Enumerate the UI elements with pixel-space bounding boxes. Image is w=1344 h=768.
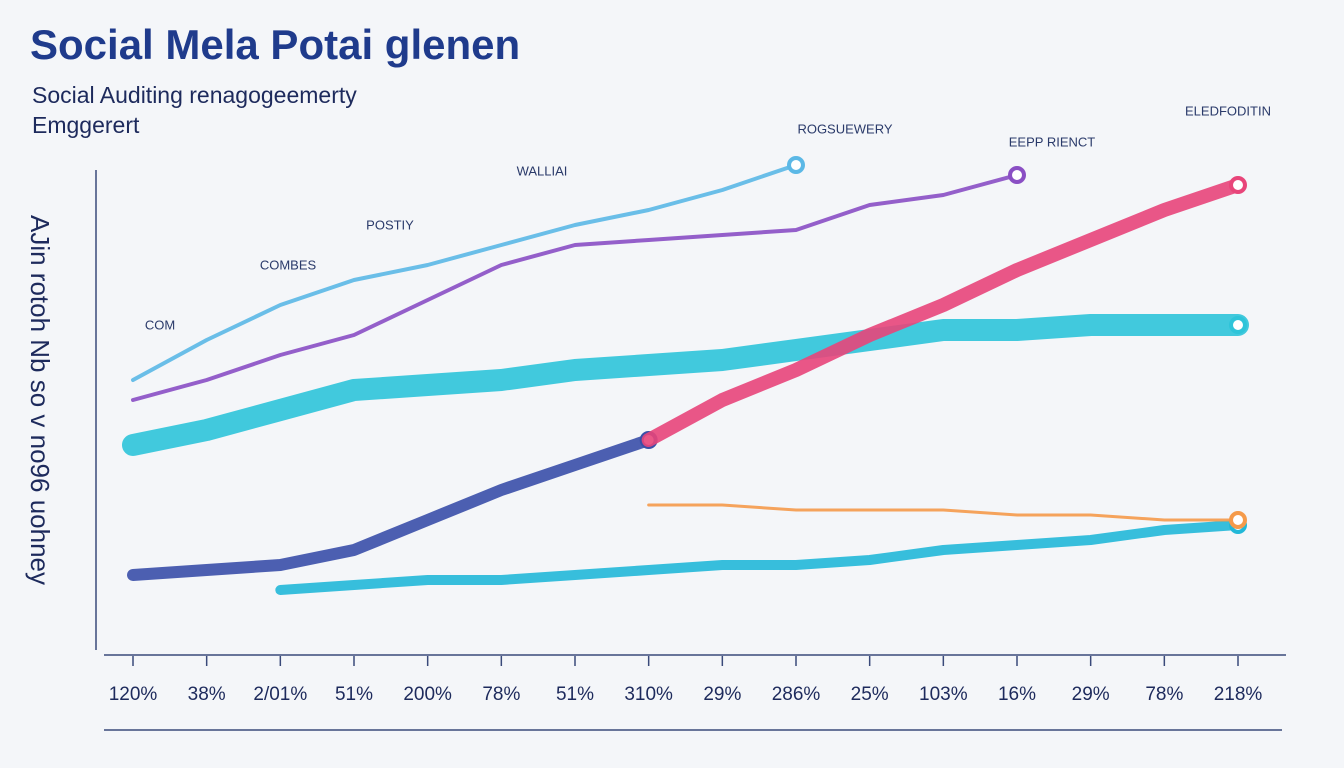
series-marker xyxy=(1229,511,1247,529)
x-tick-label: 38% xyxy=(188,684,226,705)
series-line xyxy=(127,434,655,581)
x-tick-label: 200% xyxy=(403,684,452,705)
x-tick-label: 16% xyxy=(998,684,1036,705)
x-tick-label: 103% xyxy=(919,684,968,705)
x-tick-label: 29% xyxy=(1072,684,1110,705)
annotation: WALLIAI xyxy=(517,163,568,178)
series-line xyxy=(131,163,798,382)
x-tick-label: 25% xyxy=(851,684,889,705)
annotation: ELEDFODITIN xyxy=(1185,103,1271,118)
chart-subtitle: Social Auditing renagogeemerty xyxy=(32,82,357,108)
x-tick-label: 120% xyxy=(109,684,158,705)
chart-subtitle: Emggerert xyxy=(32,112,140,138)
series-line xyxy=(641,178,1245,447)
annotation: COMBES xyxy=(260,257,317,272)
x-tick-label: 51% xyxy=(556,684,594,705)
series-line xyxy=(275,520,1243,595)
series-line xyxy=(647,503,1240,522)
y-axis-label: AJin rotoh Nb so v no96 uohney xyxy=(25,215,55,585)
series-marker xyxy=(1229,316,1247,334)
series-line xyxy=(131,173,1019,402)
annotation: COM xyxy=(145,317,175,332)
chart-title: Social Mela Potai glenen xyxy=(30,21,520,68)
x-tick-label: 2/01% xyxy=(253,684,307,705)
x-tick-label: 78% xyxy=(1145,684,1183,705)
series-marker xyxy=(1229,176,1247,194)
annotation: ROGSUEWERY xyxy=(797,121,892,136)
x-tick-label: 29% xyxy=(703,684,741,705)
x-tick-label: 78% xyxy=(482,684,520,705)
x-tick-label: 310% xyxy=(624,684,673,705)
series-marker xyxy=(1008,166,1026,184)
series-marker xyxy=(787,156,805,174)
annotation: POSTIY xyxy=(366,217,414,232)
x-tick-label: 286% xyxy=(772,684,821,705)
x-tick-label: 51% xyxy=(335,684,373,705)
x-tick-label: 218% xyxy=(1214,684,1263,705)
series-line xyxy=(122,314,1249,456)
annotation: EEPP RIENCT xyxy=(1009,134,1096,149)
